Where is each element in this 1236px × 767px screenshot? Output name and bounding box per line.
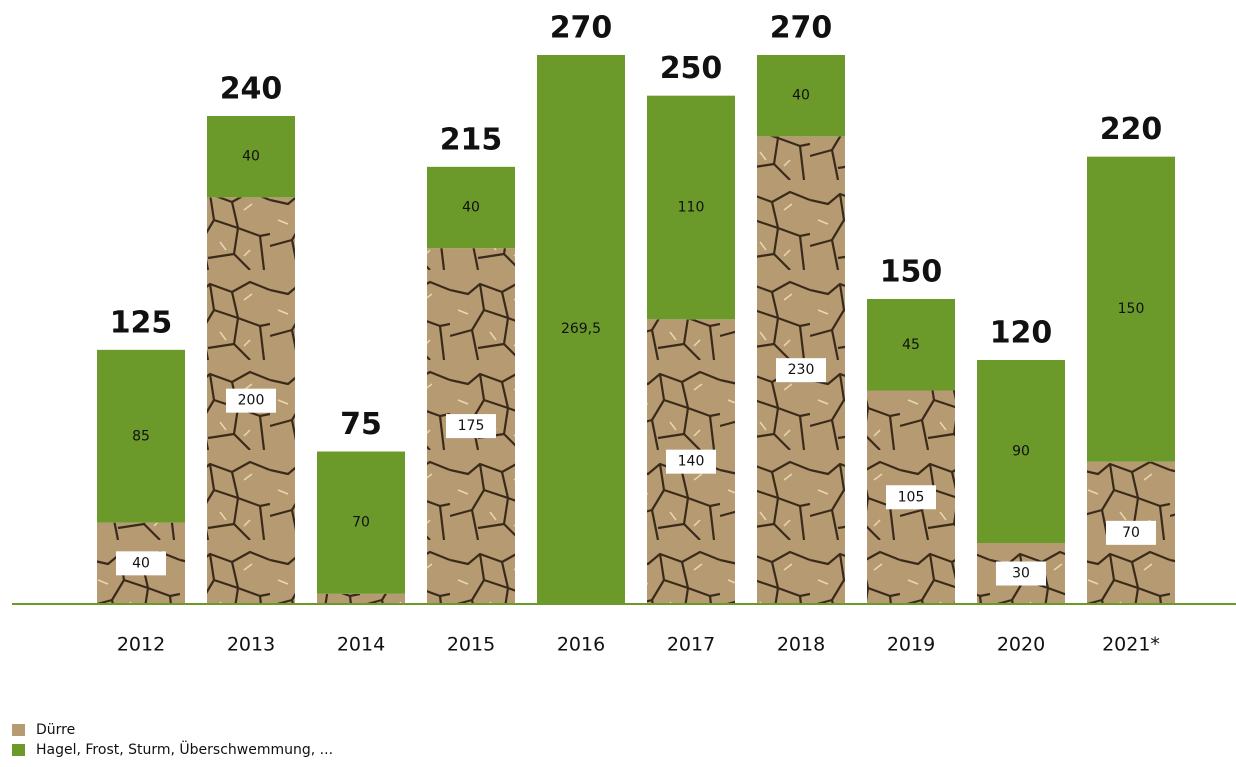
legend-label: Dürre bbox=[36, 722, 75, 738]
x-tick-label: 2019 bbox=[887, 634, 935, 656]
label-box bbox=[1106, 520, 1156, 545]
segment-label: 85 bbox=[132, 428, 150, 444]
weather-segment bbox=[867, 299, 955, 391]
segment-label: 30 bbox=[1012, 566, 1030, 582]
drought-segment bbox=[317, 593, 405, 604]
label-box bbox=[226, 388, 276, 413]
legend-swatch bbox=[12, 744, 25, 756]
segment-label: 70 bbox=[1122, 525, 1140, 541]
segment-label: 110 bbox=[678, 200, 705, 216]
x-tick-label: 2016 bbox=[557, 634, 605, 656]
x-tick-label: 2012 bbox=[117, 634, 165, 656]
x-tick-label: 2014 bbox=[337, 634, 385, 656]
total-label: 220 bbox=[1100, 112, 1163, 147]
segment-label: 105 bbox=[898, 489, 925, 505]
total-label: 125 bbox=[110, 305, 173, 340]
label-box bbox=[776, 358, 826, 383]
total-label: 75 bbox=[340, 407, 382, 442]
weather-segment bbox=[207, 116, 295, 198]
weather-segment bbox=[537, 55, 625, 603]
total-label: 270 bbox=[550, 11, 613, 46]
total-label: 120 bbox=[990, 316, 1053, 351]
segment-label: 90 bbox=[1012, 444, 1030, 460]
total-label: 250 bbox=[660, 51, 723, 86]
segment-label: 40 bbox=[242, 149, 260, 165]
weather-segment bbox=[1087, 156, 1175, 462]
segment-label: 40 bbox=[132, 555, 150, 571]
total-label: 270 bbox=[770, 11, 833, 46]
weather-segment bbox=[647, 95, 735, 320]
segment-label: 40 bbox=[462, 200, 480, 216]
segment-label: 230 bbox=[788, 362, 815, 378]
weather-segment bbox=[427, 166, 515, 249]
x-tick-label: 2013 bbox=[227, 634, 275, 656]
total-label: 240 bbox=[220, 72, 283, 107]
total-label: 215 bbox=[440, 122, 503, 157]
weather-segment bbox=[757, 55, 845, 137]
weather-segment bbox=[977, 360, 1065, 543]
x-tick-label: 2017 bbox=[667, 634, 715, 656]
total-label: 150 bbox=[880, 255, 943, 290]
label-box bbox=[446, 414, 496, 439]
segment-label: 45 bbox=[902, 337, 920, 353]
segment-label: 40 bbox=[792, 88, 810, 104]
legend-label: Hagel, Frost, Sturm, Überschwemmung, ... bbox=[36, 740, 333, 758]
x-tick-label: 2018 bbox=[777, 634, 825, 656]
segment-label: 140 bbox=[678, 454, 705, 470]
segment-label: 70 bbox=[352, 515, 370, 531]
legend-swatch bbox=[12, 724, 25, 736]
segment-label: 200 bbox=[238, 393, 265, 409]
x-tick-label: 2015 bbox=[447, 634, 495, 656]
segment-label: 269,5 bbox=[561, 321, 601, 337]
weather-segment bbox=[317, 451, 405, 594]
x-tick-label: 2021* bbox=[1102, 634, 1160, 656]
x-tick-label: 2020 bbox=[997, 634, 1045, 656]
label-box bbox=[886, 485, 936, 510]
label-box bbox=[666, 449, 716, 474]
label-box bbox=[116, 551, 166, 576]
segment-label: 175 bbox=[458, 418, 485, 434]
label-box bbox=[996, 561, 1046, 586]
segment-label: 150 bbox=[1118, 301, 1145, 317]
weather-segment bbox=[97, 349, 185, 523]
